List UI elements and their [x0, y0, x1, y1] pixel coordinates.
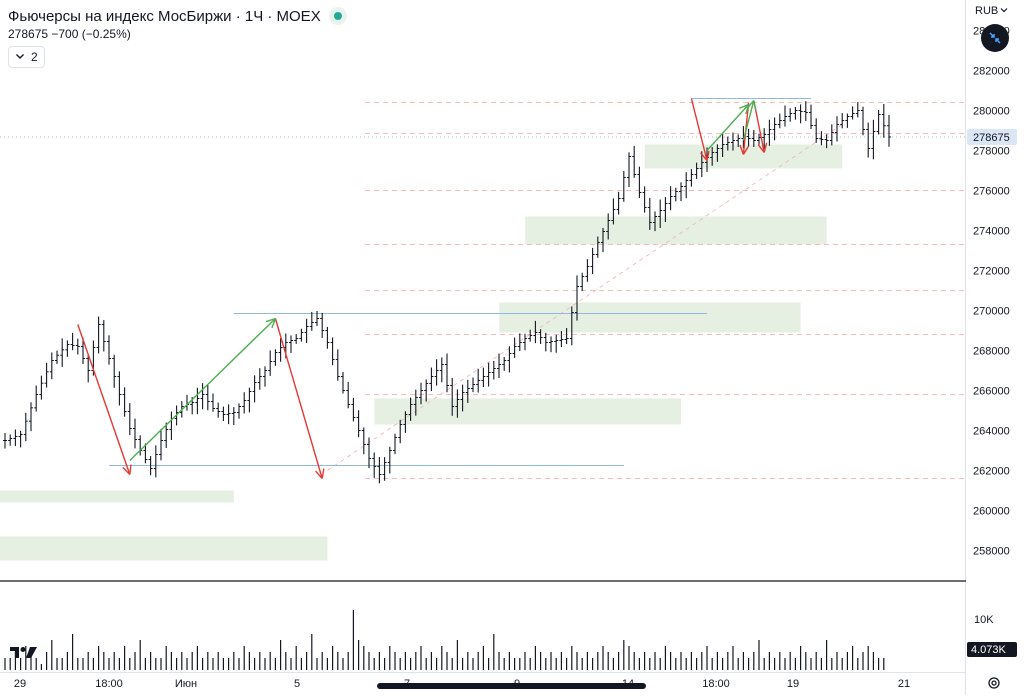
indicators-toggle-button[interactable]: 2 [8, 46, 45, 68]
down-arrow-head [706, 150, 710, 161]
price-tick-label: 260000 [973, 506, 1010, 518]
time-axis-label: 29 [14, 678, 26, 690]
down-arrow-head [314, 470, 323, 479]
up-arrow-line [742, 100, 755, 141]
volume-tick-label: 10K [974, 614, 994, 626]
chevron-down-icon [1000, 5, 1008, 17]
time-axis-label: 5 [294, 678, 300, 690]
demand-zone [0, 536, 328, 561]
price-tick-label: 272000 [973, 266, 1010, 278]
down-arrow-head [321, 468, 325, 479]
down-arrow-head [700, 152, 708, 161]
down-arrow-head [757, 144, 765, 153]
up-arrow-head [746, 100, 755, 109]
price-tick-label: 264000 [973, 426, 1010, 438]
current-volume-badge [967, 642, 1017, 657]
status-dot-icon [328, 7, 347, 25]
price-tick-label: 278000 [973, 146, 1010, 158]
settings-gear-icon[interactable] [986, 675, 1002, 691]
time-axis-label: Июн [175, 678, 197, 690]
price-tick-label: 258000 [973, 546, 1010, 558]
current-volume-label: 4.073K [971, 644, 1007, 656]
chart-header: Фьючерсы на индекс МосБиржи · 1Ч · MOEX [8, 7, 347, 25]
down-arrow-head [739, 144, 745, 155]
time-axis-label: 21 [898, 678, 910, 690]
time-scrollbar[interactable] [377, 683, 646, 689]
price-tick-label: 274000 [973, 226, 1010, 238]
down-arrow-line [690, 98, 708, 161]
currency-label: RUB [975, 5, 999, 17]
tradingview-logo-icon[interactable] [10, 645, 38, 664]
down-arrow-head [763, 142, 768, 153]
time-axis-label: 19 [787, 678, 799, 690]
price-tick-label: 276000 [973, 186, 1010, 198]
down-arrow-line [274, 318, 323, 479]
chevron-down-icon [15, 50, 25, 64]
demand-zone [374, 398, 681, 425]
up-arrow-head [753, 100, 757, 111]
volume-group [4, 610, 885, 670]
down-arrow-head [122, 466, 131, 475]
up-arrow-line [706, 104, 750, 151]
price-tick-label: 270000 [973, 306, 1010, 318]
time-axis-label: 18:00 [702, 678, 730, 690]
price-tick-label: 268000 [973, 346, 1010, 358]
symbol-title[interactable]: Фьючерсы на индекс МосБиржи · 1Ч · MOEX [8, 7, 321, 25]
down-arrow-head [742, 145, 750, 155]
price-tick-label: 262000 [973, 466, 1010, 478]
down-arrow-head [129, 464, 132, 475]
demand-zone [499, 302, 801, 333]
candles-group [3, 101, 891, 484]
indicator-count: 2 [31, 50, 38, 64]
time-axis-label: 18:00 [95, 678, 123, 690]
quote-line: 278675 −700 (−0.25%) [8, 27, 131, 41]
price-tick-label: 282000 [973, 66, 1010, 78]
price-tick-label: 280000 [973, 106, 1010, 118]
current-price-label: 278675 [973, 132, 1010, 144]
up-arrow-line [129, 317, 276, 462]
compare-arrows-icon[interactable] [981, 24, 1009, 52]
currency-selector[interactable]: RUB [975, 5, 1008, 17]
up-arrow-head [271, 318, 277, 329]
price-tick-label: 266000 [973, 386, 1010, 398]
down-arrow-line [77, 324, 131, 475]
demand-zone [0, 490, 234, 503]
demand-zone [525, 216, 827, 245]
current-price-badge [967, 129, 1017, 145]
up-arrow-head [739, 103, 749, 109]
up-arrow-head [265, 317, 276, 323]
